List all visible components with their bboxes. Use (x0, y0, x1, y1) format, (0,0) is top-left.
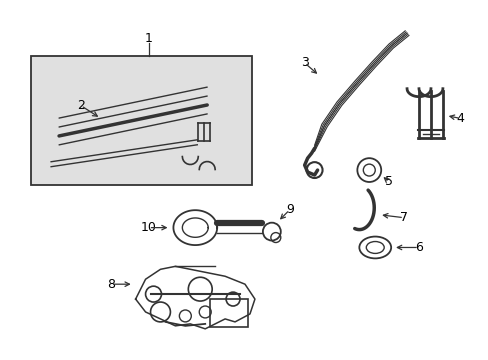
Text: 1: 1 (144, 32, 152, 45)
Bar (210, 299, 247, 327)
Text: 6: 6 (414, 241, 422, 254)
Bar (31, 56, 251, 185)
Text: 9: 9 (285, 203, 293, 216)
Text: 7: 7 (399, 211, 407, 224)
Text: 3: 3 (300, 57, 308, 69)
Text: 2: 2 (77, 99, 85, 112)
Text: 8: 8 (106, 278, 115, 291)
Text: 10: 10 (141, 221, 156, 234)
Text: 4: 4 (456, 112, 464, 125)
Text: 5: 5 (385, 175, 392, 189)
